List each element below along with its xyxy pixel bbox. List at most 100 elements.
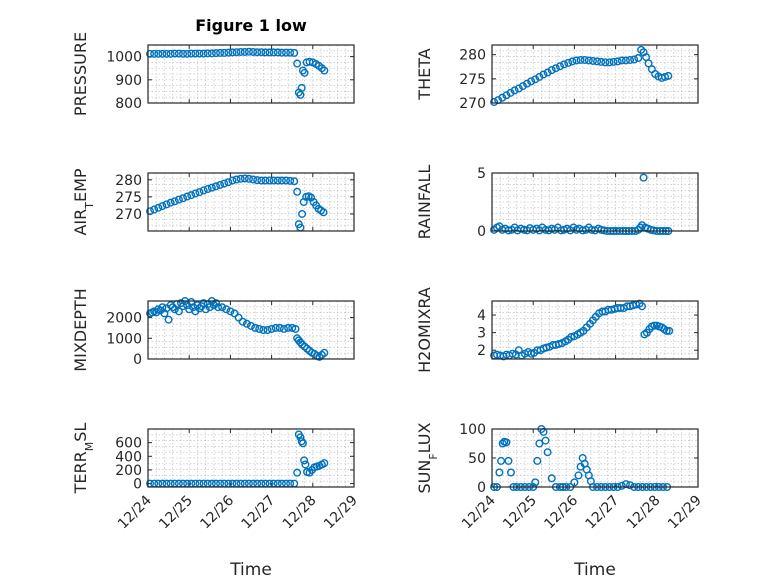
data-point <box>637 45 646 54</box>
data-point <box>296 338 305 347</box>
data-point <box>535 439 544 448</box>
data-point <box>300 456 309 465</box>
axes-frame <box>491 428 699 488</box>
data-point <box>170 197 179 206</box>
y-tick-label: 200 <box>115 463 142 479</box>
data-point <box>286 176 295 185</box>
data-point <box>162 49 171 58</box>
data-point <box>527 77 536 86</box>
data-point <box>199 186 208 195</box>
data-point <box>273 48 282 57</box>
axes-frame <box>491 44 699 104</box>
data-point <box>539 70 548 79</box>
data-point <box>605 58 614 67</box>
y-tick-label: 0 <box>133 477 142 493</box>
y-axis-label: RAINFALL <box>415 165 434 240</box>
data-point <box>224 178 233 187</box>
data-point <box>216 180 225 189</box>
data-point <box>568 57 577 66</box>
data-point <box>273 176 282 185</box>
data-point <box>275 323 284 332</box>
data-point <box>584 56 593 65</box>
data-point <box>320 459 329 468</box>
data-point <box>158 202 167 211</box>
data-point <box>269 48 278 57</box>
data-point <box>597 57 606 66</box>
data-point <box>572 56 581 65</box>
data-point <box>650 321 659 330</box>
data-point <box>242 319 251 328</box>
y-tick-label: 400 <box>115 449 142 465</box>
data-point <box>226 307 235 316</box>
y-tick-label: 1000 <box>106 331 142 347</box>
subplot-7: 12/24 12/25 12/26 12/27 12/28 12/29 0200400600… <box>71 423 361 533</box>
data-point <box>220 179 229 188</box>
x-tick-label: 12/24 <box>459 492 499 532</box>
data-point <box>541 436 550 445</box>
axes-frame <box>147 172 355 232</box>
data-point <box>218 303 227 312</box>
data-point <box>548 340 557 349</box>
data-point <box>174 195 183 204</box>
y-tick-label: 0 <box>133 352 142 368</box>
data-point <box>298 209 307 218</box>
data-point <box>191 49 200 58</box>
data-point <box>154 203 163 212</box>
data-point <box>207 183 216 192</box>
y-axis-label: THETA <box>415 48 434 100</box>
y-tick-label: 280 <box>459 48 486 64</box>
data-point <box>166 198 175 207</box>
data-point <box>257 176 266 185</box>
data-point <box>518 82 527 91</box>
data-point <box>187 49 196 58</box>
data-point <box>216 48 225 57</box>
data-point <box>570 478 579 487</box>
data-point <box>290 48 299 57</box>
y-tick-label: 4 <box>477 308 486 324</box>
data-point <box>555 62 564 71</box>
data-point <box>319 208 328 217</box>
data-point <box>506 88 515 97</box>
data-point <box>567 333 576 342</box>
data-point <box>277 176 286 185</box>
data-point <box>240 47 249 56</box>
data-point <box>183 192 192 201</box>
data-point <box>269 176 278 185</box>
data-point <box>222 305 231 314</box>
y-tick-label: 275 <box>115 190 142 206</box>
data-point <box>301 460 310 469</box>
axes-frame <box>147 428 355 488</box>
y-axis-label: MIXDEPTH <box>71 288 90 371</box>
data-point <box>504 456 513 465</box>
data-point <box>234 313 243 322</box>
data-point <box>613 57 622 66</box>
data-point <box>267 324 276 333</box>
data-point <box>203 185 212 194</box>
data-point <box>174 49 183 58</box>
data-point <box>146 207 155 216</box>
data-point <box>644 59 653 68</box>
data-point <box>665 326 674 335</box>
data-point <box>662 326 671 335</box>
x-tick-label: 12/26 <box>541 492 581 532</box>
axes-frame <box>491 300 699 360</box>
x-tick-label: 12/29 <box>321 493 361 533</box>
data-point <box>179 194 188 203</box>
x-axis-label-right: Time <box>573 560 616 580</box>
y-tick-label: 0 <box>477 480 486 496</box>
data-point <box>617 56 626 65</box>
data-point <box>286 48 295 57</box>
data-point <box>588 56 597 65</box>
data-point <box>508 349 517 358</box>
data-point <box>249 47 258 56</box>
data-point <box>626 55 635 64</box>
data-point <box>282 176 291 185</box>
data-point <box>261 176 270 185</box>
data-point <box>191 189 200 198</box>
data-point <box>174 307 183 316</box>
data-point <box>162 200 171 209</box>
data-point <box>238 317 247 326</box>
data-point <box>265 176 274 185</box>
data-point <box>214 303 223 312</box>
data-point <box>203 49 212 58</box>
